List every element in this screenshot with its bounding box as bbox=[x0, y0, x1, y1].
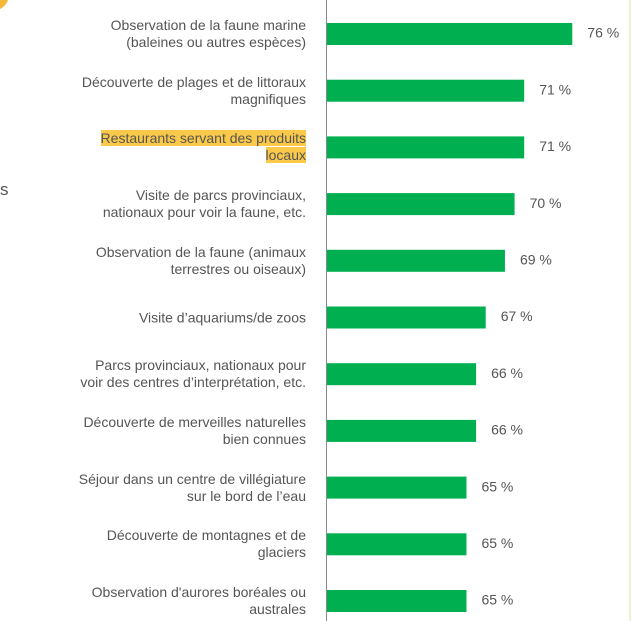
value-label: 67 % bbox=[501, 308, 533, 324]
category-label-box: Découverte de merveilles naturelles bien… bbox=[0, 414, 306, 448]
category-label-box: Observation d'aurores boréales ou austra… bbox=[0, 584, 306, 618]
category-label: Découverte de merveilles naturelles bien… bbox=[83, 413, 306, 447]
value-label: 66 % bbox=[491, 422, 523, 438]
category-label: Séjour dans un centre de villégiature su… bbox=[78, 470, 306, 504]
value-label: 66 % bbox=[491, 365, 523, 381]
bar bbox=[327, 476, 467, 499]
category-label: Découverte de montagnes et de glaciers bbox=[106, 527, 306, 561]
value-label: 65 % bbox=[481, 592, 513, 608]
bar bbox=[327, 363, 477, 386]
value-label: 71 % bbox=[539, 81, 571, 97]
value-label: 71 % bbox=[539, 138, 571, 154]
bar bbox=[327, 590, 467, 612]
category-label-box: Observation de la faune marine (baleines… bbox=[0, 17, 306, 51]
value-label: 70 % bbox=[530, 195, 562, 211]
value-label: 65 % bbox=[481, 478, 513, 494]
category-label-box: Découverte de plages et de littoraux mag… bbox=[0, 74, 306, 108]
bar bbox=[327, 249, 505, 272]
value-label: 65 % bbox=[481, 535, 513, 551]
bar bbox=[327, 79, 525, 102]
corner-highlight bbox=[0, 0, 8, 9]
category-label-box: Découverte de montagnes et de glaciers bbox=[0, 527, 306, 561]
category-label: Visite de parcs provinciaux, nationaux p… bbox=[102, 187, 306, 221]
category-label-box: Visite de parcs provinciaux, nationaux p… bbox=[0, 187, 306, 221]
bar bbox=[327, 23, 573, 45]
bar bbox=[327, 533, 467, 556]
bar bbox=[327, 306, 486, 329]
category-label: Restaurants servant des produits locaux bbox=[100, 130, 306, 164]
bar bbox=[327, 419, 477, 442]
category-label-box: Restaurants servant des produits locaux bbox=[0, 130, 306, 164]
category-label: Observation de la faune marine (baleines… bbox=[110, 17, 306, 50]
category-label: Observation d'aurores boréales ou austra… bbox=[91, 584, 306, 617]
annotation: s bbox=[0, 180, 9, 199]
value-label: 76 % bbox=[587, 25, 619, 41]
bar bbox=[327, 136, 525, 159]
category-label: Découverte de plages et de littoraux mag… bbox=[81, 73, 306, 107]
category-label-box: Observation de la faune (animaux terrest… bbox=[0, 244, 306, 278]
category-label: Parcs provinciaux, nationaux pour voir d… bbox=[80, 357, 306, 391]
bar bbox=[327, 193, 515, 216]
value-label: 69 % bbox=[520, 252, 552, 268]
category-label-box: Séjour dans un centre de villégiature su… bbox=[0, 471, 306, 505]
category-label: Observation de la faune (animaux terrest… bbox=[95, 243, 306, 277]
category-label: Visite d’aquariums/de zoos bbox=[138, 309, 306, 325]
category-label-box: Visite d’aquariums/de zoos bbox=[0, 309, 306, 326]
category-label-box: Parcs provinciaux, nationaux pour voir d… bbox=[0, 357, 306, 391]
